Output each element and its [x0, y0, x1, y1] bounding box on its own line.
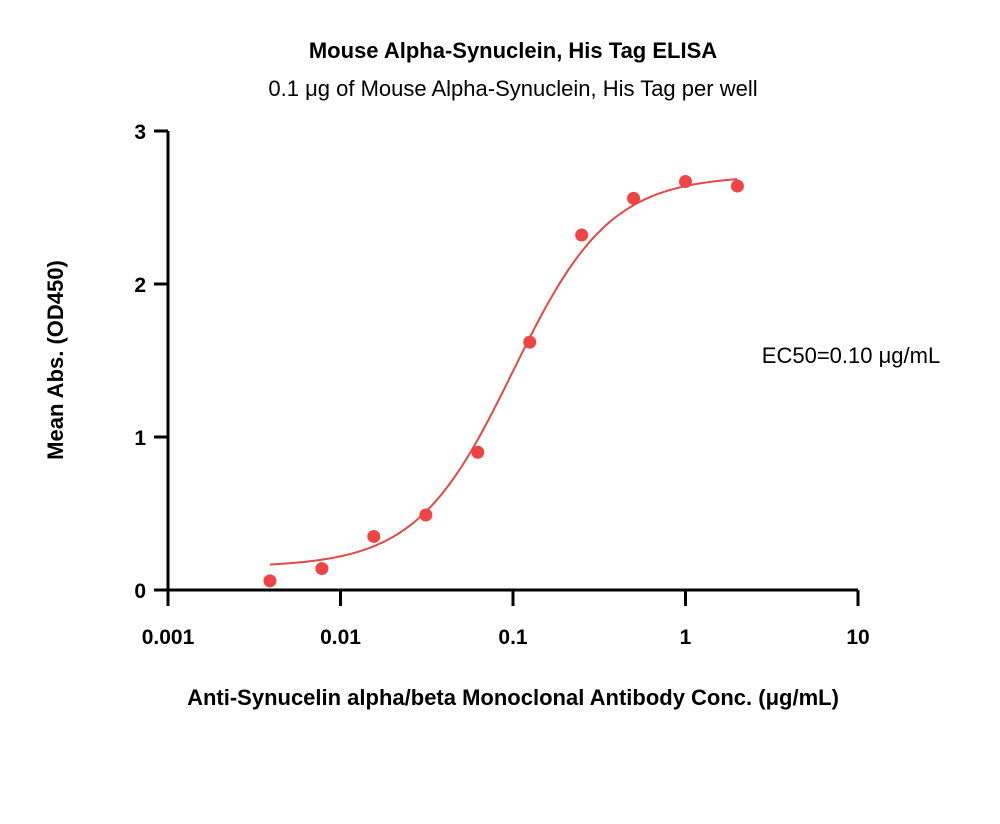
- data-point: [263, 574, 277, 588]
- x-tick-label: 1: [680, 626, 692, 649]
- x-axis-label: Anti-Synucelin alpha/beta Monoclonal Ant…: [187, 685, 839, 710]
- x-tick-label: 0.1: [498, 626, 528, 649]
- y-tick-label: 2: [134, 274, 146, 297]
- chart-title: Mouse Alpha-Synuclein, His Tag ELISA: [309, 38, 717, 63]
- y-tick-label: 0: [134, 580, 146, 603]
- y-tick-label: 1: [134, 427, 146, 450]
- data-point: [471, 445, 485, 459]
- x-tick-label: 10: [846, 626, 869, 649]
- data-point: [730, 179, 744, 193]
- fit-curve-layer: [269, 178, 738, 566]
- data-point: [627, 191, 641, 205]
- data-point: [367, 529, 381, 543]
- y-axis: 0 1 2 3: [134, 121, 170, 603]
- chart-subtitle: 0.1 μg of Mouse Alpha-Synuclein, His Tag…: [268, 76, 757, 101]
- fit-curve: [269, 178, 738, 566]
- data-point: [419, 508, 433, 522]
- data-points-layer: [263, 174, 744, 588]
- x-tick-label: 0.01: [320, 626, 361, 649]
- ec50-annotation: EC50=0.10 μg/mL: [762, 343, 940, 368]
- y-tick-label: 3: [134, 121, 146, 144]
- data-point: [523, 335, 537, 349]
- x-tick-label: 0.001: [142, 626, 195, 649]
- data-point: [315, 562, 329, 576]
- y-axis-label: Mean Abs. (OD450): [43, 260, 68, 460]
- data-point: [575, 228, 589, 242]
- data-point: [679, 174, 692, 188]
- x-axis: 0.001 0.01 0.1 1 10: [142, 588, 870, 649]
